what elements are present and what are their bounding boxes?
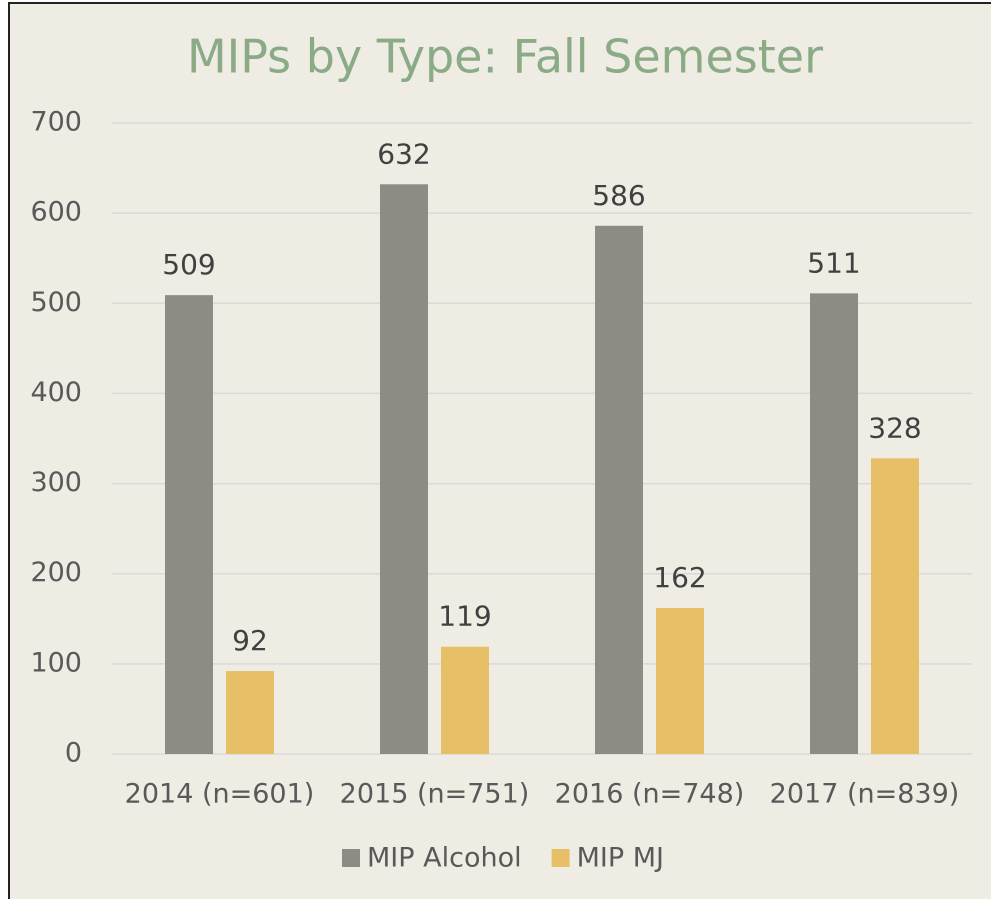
y-tick-label: 100 xyxy=(30,647,82,678)
value-label: 586 xyxy=(592,179,645,212)
bar xyxy=(656,607,704,754)
y-tick-label: 500 xyxy=(30,287,82,318)
bar xyxy=(871,458,919,754)
bar xyxy=(595,225,643,754)
x-tick-label: 2014 (n=601) xyxy=(125,779,315,810)
legend-swatch xyxy=(342,849,360,867)
y-tick-label: 0 xyxy=(65,738,82,769)
x-tick-label: 2016 (n=748) xyxy=(555,779,745,810)
bar xyxy=(380,184,428,755)
legend-label: MIP MJ xyxy=(577,843,664,874)
y-tick-label: 200 xyxy=(30,557,82,588)
chart-title: MIPs by Type: Fall Semester xyxy=(187,30,823,84)
y-tick-label: 300 xyxy=(30,467,82,498)
x-tick-label: 2015 (n=751) xyxy=(340,779,530,810)
value-label: 119 xyxy=(438,600,491,633)
bar xyxy=(810,293,858,754)
x-tick-label: 2017 (n=839) xyxy=(770,779,960,810)
y-tick-label: 700 xyxy=(30,107,82,138)
y-tick-label: 400 xyxy=(30,377,82,408)
bar xyxy=(441,646,489,754)
value-label: 511 xyxy=(807,246,860,279)
value-label: 328 xyxy=(868,411,921,444)
value-label: 92 xyxy=(232,624,268,657)
bar xyxy=(226,671,274,754)
bar xyxy=(165,295,213,754)
legend-swatch xyxy=(551,849,570,867)
value-label: 632 xyxy=(377,137,430,170)
value-label: 162 xyxy=(653,561,706,594)
legend-label: MIP Alcohol xyxy=(367,843,522,874)
y-tick-label: 600 xyxy=(30,197,82,228)
value-label: 509 xyxy=(162,248,215,281)
